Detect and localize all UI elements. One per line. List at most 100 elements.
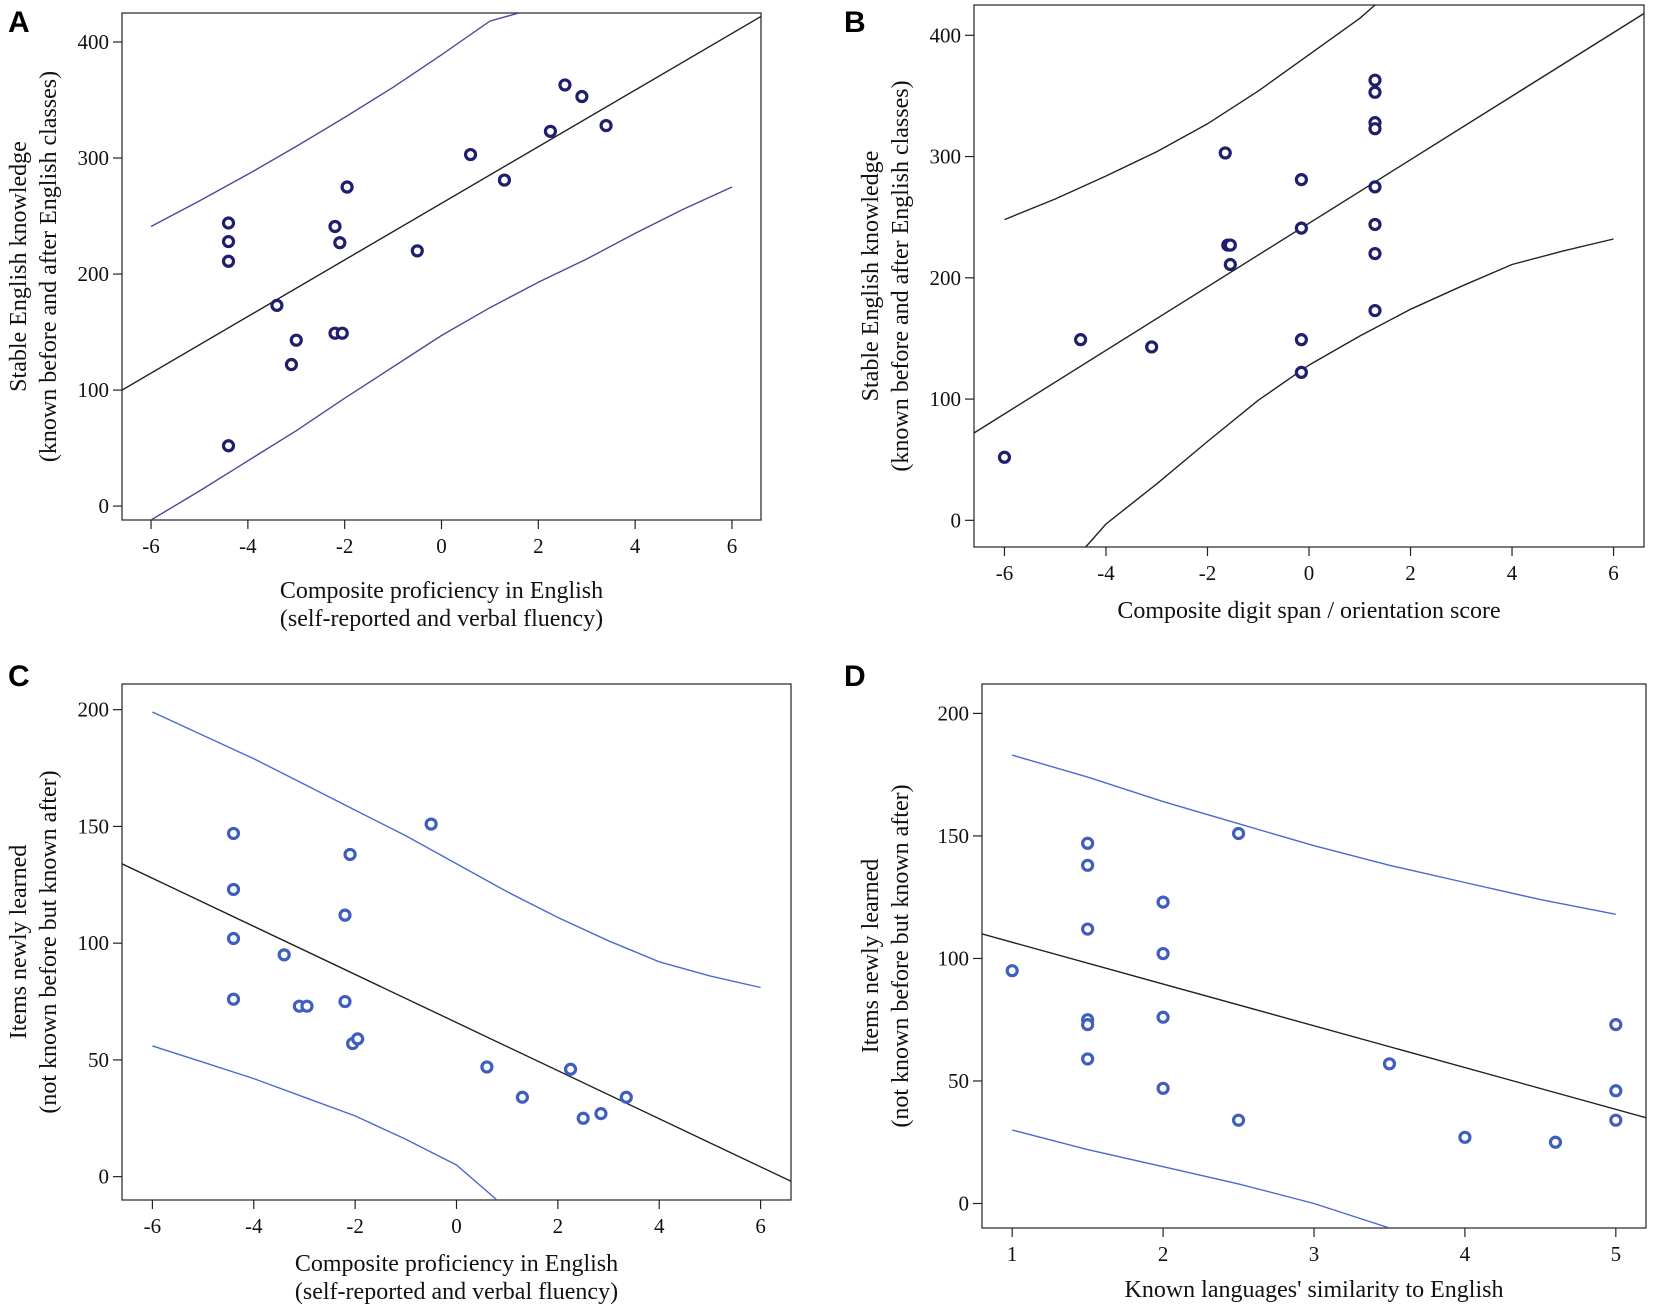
data-point	[221, 216, 236, 230]
data-point	[410, 244, 424, 258]
upper-prediction-band	[150, 13, 520, 228]
data-point	[1294, 173, 1308, 187]
data-point	[543, 124, 558, 138]
y-axis-label: Items newly learned	[858, 859, 884, 1054]
data-point	[1294, 221, 1308, 235]
panel-letter: A	[8, 6, 30, 39]
data-point	[226, 882, 241, 897]
panel-c: C -6 -4 -2 0 2 4 6 0 50 100 150 200 Composite profici…	[6, 660, 792, 1305]
data-point	[221, 234, 236, 249]
lower-prediction-band	[152, 1045, 498, 1200]
y-tick-label: 400	[78, 30, 110, 54]
plot-frame	[981, 683, 1647, 1229]
x-tick-label: 2	[553, 1214, 564, 1238]
plot-frame	[121, 683, 792, 1201]
y-tick-label: 100	[930, 387, 962, 411]
x-tick-label: -4	[1097, 561, 1115, 585]
data-point	[1156, 895, 1170, 909]
data-point	[424, 817, 438, 831]
plot-frame	[973, 4, 1645, 548]
x-tick-label: 5	[1611, 1242, 1622, 1266]
data-point	[576, 1111, 590, 1125]
data-point	[1156, 946, 1170, 961]
y-tick-label: 150	[78, 814, 110, 838]
panel-letter: B	[844, 6, 866, 39]
y-tick-label: 50	[948, 1069, 969, 1093]
data-point	[497, 173, 512, 187]
x-axis-label: (self-reported and verbal fluency)	[280, 606, 603, 632]
x-tick-label: 3	[1309, 1242, 1320, 1266]
x-tick-label: 6	[1608, 561, 1619, 585]
data-point	[1231, 826, 1246, 841]
data-point	[340, 180, 354, 194]
data-point	[1218, 146, 1232, 160]
data-point	[1156, 1010, 1170, 1024]
data-point	[1368, 303, 1382, 318]
x-tick-label: -4	[239, 534, 257, 558]
y-axis-label: (known before and after English classes)	[36, 71, 62, 462]
data-point	[335, 326, 349, 340]
data-point	[463, 147, 478, 162]
data-point	[343, 847, 357, 862]
x-tick-label: 0	[436, 534, 447, 558]
x-tick-label: -6	[996, 561, 1014, 585]
lower-prediction-band	[1085, 238, 1614, 547]
regression-fit-line	[974, 12, 1644, 434]
data-point	[300, 999, 314, 1013]
x-tick-label: -2	[336, 534, 354, 558]
y-tick-label: 200	[78, 698, 110, 722]
data-point	[338, 908, 352, 922]
data-point	[333, 236, 347, 250]
data-point	[1005, 964, 1019, 978]
x-tick-label: -4	[245, 1214, 263, 1238]
x-tick-label: -6	[142, 534, 160, 558]
data-point	[1223, 257, 1237, 272]
y-tick-label: 100	[938, 946, 970, 970]
y-tick-label: 200	[78, 262, 110, 286]
y-tick-label: 300	[78, 146, 110, 170]
data-point	[221, 254, 236, 268]
data-point	[1382, 1057, 1397, 1071]
y-tick-label: 100	[78, 931, 110, 955]
data-point	[328, 219, 342, 234]
y-tick-label: 0	[951, 508, 962, 532]
data-point	[575, 89, 589, 104]
x-tick-label: 2	[1405, 561, 1416, 585]
y-tick-label: 300	[930, 145, 962, 169]
data-point	[599, 118, 613, 133]
data-point	[1368, 122, 1382, 136]
data-point	[1368, 85, 1382, 99]
panel-a: A -6 -4 -2 0 2 4 6 0 100 200 300 400 Composite profic…	[6, 6, 762, 632]
x-tick-label: 2	[533, 534, 544, 558]
x-tick-label: -2	[346, 1214, 364, 1238]
x-axis-label: (self-reported and verbal fluency)	[295, 1279, 618, 1305]
panel-letter: C	[8, 660, 30, 693]
x-tick-label: 6	[727, 534, 738, 558]
x-tick-label: -6	[144, 1214, 162, 1238]
x-tick-label: 0	[1304, 561, 1315, 585]
x-tick-label: 4	[1507, 561, 1518, 585]
y-tick-label: 400	[930, 23, 962, 47]
data-point	[1368, 73, 1382, 87]
data-point	[351, 1032, 365, 1046]
data-point	[226, 931, 241, 946]
x-tick-label: 4	[630, 534, 641, 558]
x-tick-label: -2	[1199, 561, 1217, 585]
data-point	[1231, 1113, 1246, 1127]
data-point	[1081, 1018, 1095, 1032]
data-point	[563, 1062, 578, 1076]
data-point	[1073, 333, 1088, 347]
y-axis-label: (not known before but known after)	[888, 784, 914, 1127]
data-point	[1156, 1081, 1170, 1095]
data-point	[480, 1060, 494, 1074]
x-axis-label: Known languages' similarity to English	[1125, 1277, 1504, 1303]
data-point	[284, 357, 299, 372]
y-axis-label: (not known before but known after)	[36, 770, 62, 1113]
data-point	[1081, 1052, 1095, 1066]
data-point	[619, 1090, 633, 1104]
data-point	[1609, 1018, 1623, 1032]
data-point	[1609, 1113, 1623, 1127]
regression-fit-line	[982, 933, 1646, 1119]
y-tick-label: 200	[938, 701, 970, 725]
